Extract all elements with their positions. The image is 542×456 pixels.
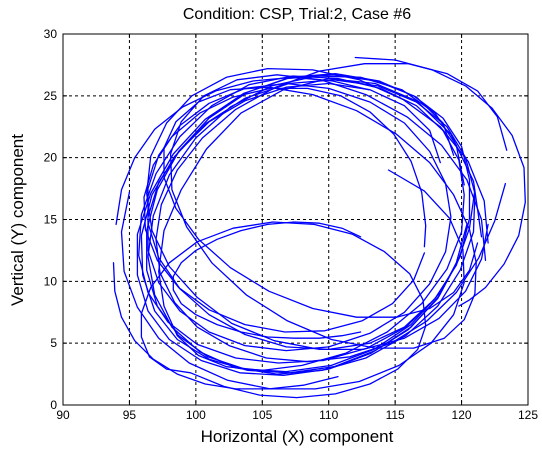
y-tick-label: 15 (44, 213, 58, 227)
y-tick-label: 10 (44, 274, 58, 288)
y-tick-label: 25 (44, 89, 58, 103)
chart-title: Condition: CSP, Trial:2, Case #6 (183, 6, 411, 23)
trajectory-line (354, 56, 526, 307)
trajectory-line (140, 221, 427, 399)
x-tick-label: 115 (386, 408, 405, 422)
trajectory-line (140, 75, 476, 375)
x-tick-label: 100 (186, 408, 206, 422)
trajectory-line (155, 63, 508, 363)
trajectory-line (146, 67, 489, 351)
x-tick-label: 120 (452, 408, 472, 422)
trajectory-line (112, 262, 339, 390)
trajectory-line (115, 76, 370, 226)
x-tick-label: 125 (518, 408, 538, 422)
x-tick-label: 105 (252, 408, 272, 422)
tick-layer: 90 95 100 105 110 115 120 125 0 5 10 15 20 25 30 (44, 27, 539, 422)
x-tick-label: 110 (319, 408, 338, 422)
x-tick-label: 90 (56, 408, 70, 422)
y-tick-label: 5 (50, 336, 57, 350)
x-axis-label: Horizontal (X) component (201, 427, 394, 446)
x-tick-label: 95 (123, 408, 137, 422)
y-axis-label: Vertical (Y) component (8, 134, 27, 306)
data-layer (112, 56, 526, 399)
trajectory-line (120, 169, 465, 390)
y-tick-label: 0 (50, 398, 57, 412)
trajectory-line (143, 87, 427, 333)
y-tick-label: 20 (44, 151, 58, 165)
trajectory-line (136, 72, 471, 376)
trajectory-line (138, 75, 483, 372)
y-tick-label: 30 (44, 27, 58, 41)
